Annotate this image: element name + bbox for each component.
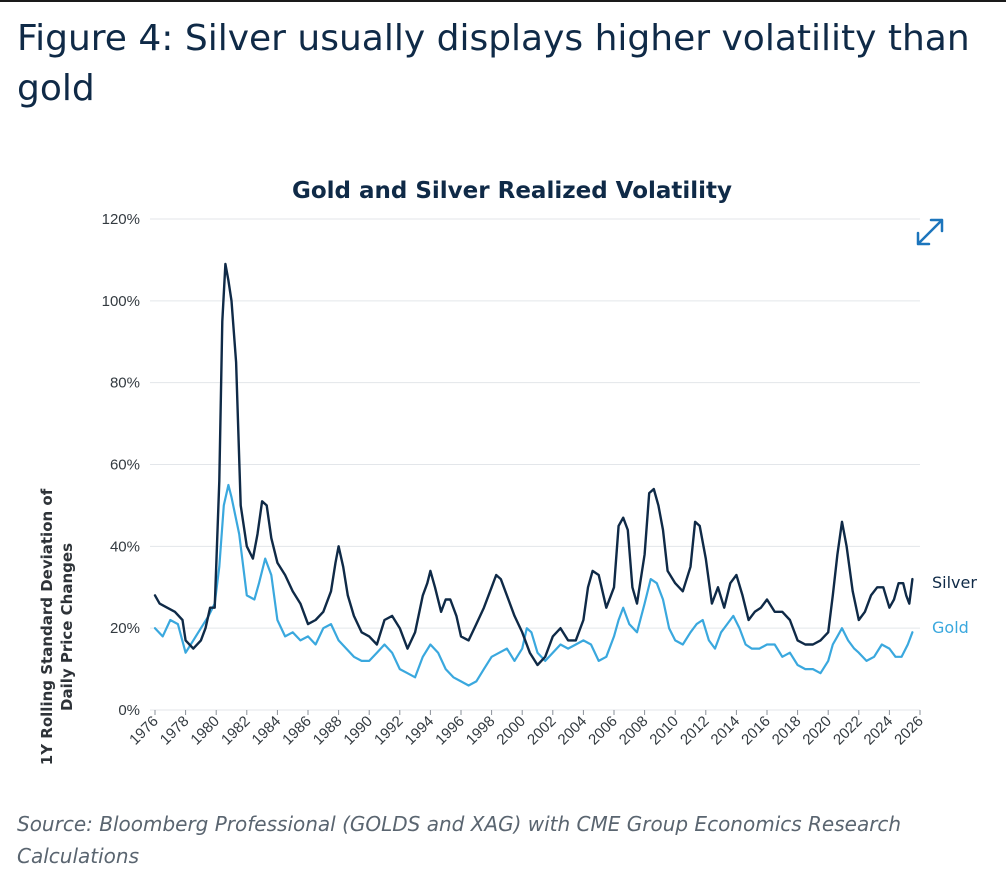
series-lines [153, 262, 914, 687]
y-axis-ticks: 0% 20% 40% 60% 80% 100% 120% [102, 211, 140, 719]
x-tick-label: 1982 [218, 713, 254, 749]
expand-arrows-icon[interactable] [914, 216, 946, 248]
x-tick-label: 2012 [677, 713, 713, 749]
x-axis-ticks: 1976197819801982198419861988199019921994… [126, 710, 927, 748]
x-tick-label: 1986 [279, 713, 315, 749]
x-tick-label: 2022 [830, 713, 866, 749]
x-tick-label: 2004 [555, 713, 591, 749]
x-tick-label: 2002 [524, 713, 560, 749]
volatility-chart: Gold and Silver Realized Volatility 0% 20… [38, 178, 977, 765]
x-tick-label: 2020 [799, 713, 835, 749]
x-tick-label: 2026 [891, 713, 927, 749]
x-tick-label: 1984 [249, 713, 285, 749]
series-line-gold [153, 483, 914, 687]
x-tick-label: 1996 [432, 713, 468, 749]
x-tick-label: 2010 [646, 713, 682, 749]
x-tick-label: 1980 [187, 713, 223, 749]
source-note: Source: Bloomberg Professional (GOLDS an… [17, 812, 902, 868]
legend-silver: Silver [932, 573, 977, 592]
x-tick-label: 1992 [371, 713, 407, 749]
x-tick-label: 2018 [769, 713, 805, 749]
y-tick-label: 120% [102, 211, 140, 228]
top-border [0, 0, 1006, 2]
gridlines [150, 218, 920, 711]
x-tick-label: 2016 [738, 713, 774, 749]
y-tick-label: 0% [118, 702, 140, 719]
y-tick-label: 60% [110, 457, 140, 474]
y-tick-label: 40% [110, 538, 140, 555]
x-tick-label: 2006 [585, 713, 621, 749]
x-tick-label: 2000 [493, 713, 529, 749]
chart-title: Gold and Silver Realized Volatility [292, 178, 732, 204]
x-tick-label: 1994 [402, 713, 438, 749]
x-tick-label: 1988 [310, 713, 346, 749]
figure-title: Figure 4: Silver usually displays higher… [17, 18, 970, 109]
y-tick-label: 20% [110, 620, 140, 637]
x-tick-label: 2014 [708, 713, 744, 749]
y-tick-label: 100% [102, 293, 140, 310]
x-tick-label: 2024 [861, 713, 897, 749]
y-axis-label-line-1: 1Y Rolling Standard Deviation of [38, 488, 56, 765]
x-tick-label: 1990 [340, 713, 376, 749]
y-axis-label-line-2: Daily Price Changes [58, 543, 76, 711]
x-tick-label: 1998 [463, 713, 499, 749]
x-tick-label: 1978 [157, 713, 193, 749]
series-line-silver [153, 262, 914, 667]
y-tick-label: 80% [110, 375, 140, 392]
x-tick-label: 2008 [616, 713, 652, 749]
legend-gold: Gold [932, 618, 969, 637]
